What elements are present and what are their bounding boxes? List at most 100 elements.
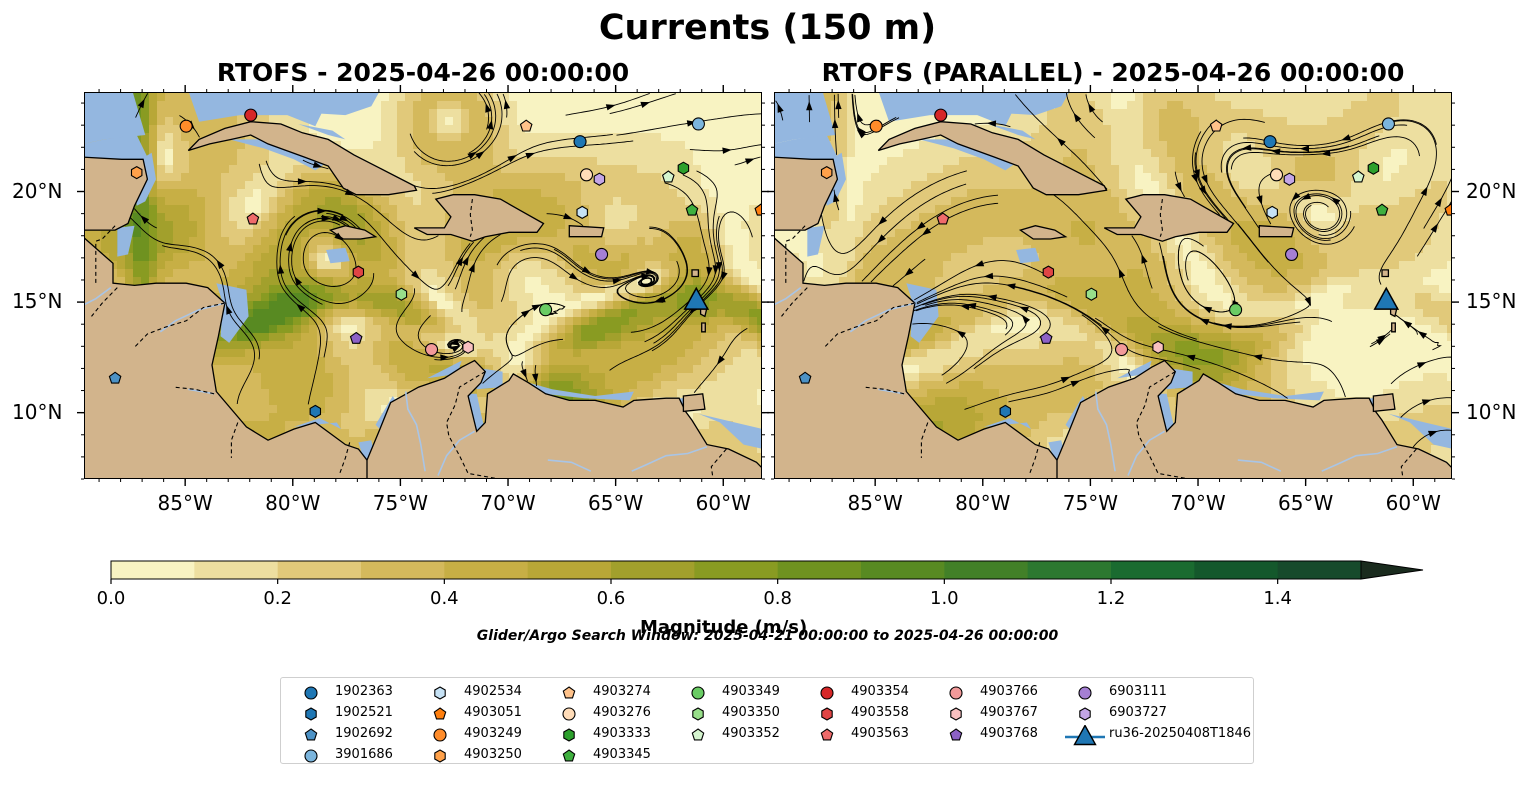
rtofs-marker-4903051	[754, 203, 761, 216]
colorbar-segment	[277, 561, 362, 579]
legend-item: 4903354	[807, 682, 935, 702]
legend-marker-6903727	[1079, 707, 1091, 721]
legend-label: 4903051	[464, 705, 522, 720]
legend-label: 4903563	[851, 726, 909, 741]
legend-marker-ru36-20250408T1846	[1073, 725, 1097, 746]
rtofs-marker-4903350	[395, 287, 408, 301]
legend-marker-4903345	[562, 749, 576, 762]
colorbar-tick-label: 0.2	[263, 588, 292, 609]
figure-title: Currents (150 m)	[598, 8, 937, 48]
x-tick-label: 75°W	[1062, 491, 1118, 515]
legend-item: 4903345	[549, 745, 677, 765]
legend-item: 4903766	[936, 682, 1064, 702]
legend-label: 6903727	[1109, 705, 1167, 720]
legend-item: 4903249	[420, 724, 548, 744]
colorbar-segment	[1277, 561, 1362, 579]
rtofs-parallel-marker-6903727	[1283, 172, 1296, 186]
legend-label: 3901686	[335, 747, 393, 762]
rtofs-parallel-streamlines	[775, 93, 1451, 448]
colorbar-segment	[1194, 561, 1279, 579]
rtofs-parallel-rivers	[775, 286, 1398, 476]
rtofs-parallel-marker-4903349	[1229, 303, 1243, 317]
rtofs-parallel-marker-4903766	[1114, 342, 1129, 357]
x-tick-label: 85°W	[157, 491, 213, 515]
rtofs-marker-6903727	[593, 172, 606, 186]
rtofs-borders	[91, 199, 727, 478]
rtofs-parallel-marker-1902363	[1263, 135, 1277, 149]
legend: 1902363 1902521 1902692 3901686 4902534 49030…	[280, 677, 1254, 764]
rtofs-parallel-marker-4903274	[1209, 119, 1223, 132]
rtofs-parallel-marker-4903051	[1444, 203, 1451, 216]
rtofs-parallel-marker-4903276	[1269, 168, 1284, 182]
legend-marker-6903111	[1078, 686, 1092, 700]
legend-marker-4903350	[692, 707, 704, 721]
legend-label: ru36-20250408T1846	[1109, 726, 1252, 741]
rtofs-marker-4903276	[579, 168, 594, 182]
x-tick-label: 80°W	[265, 491, 321, 515]
legend-label: 4903274	[593, 684, 651, 699]
legend-marker-4903563	[820, 728, 834, 741]
rtofs-parallel-marker-4903333	[1367, 161, 1380, 175]
rtofs-marker-1902363	[573, 135, 587, 149]
rtofs-marker-4903768	[349, 331, 363, 344]
rtofs-parallel-marker-6903111	[1285, 247, 1299, 261]
legend-marker-4903766	[949, 686, 963, 700]
rtofs-marker-4903249	[179, 119, 193, 133]
colorbar-segment	[694, 561, 779, 579]
colorbar-segment	[1111, 561, 1195, 579]
y-tick-label-right: 20°N	[1466, 178, 1517, 203]
colorbar-tick-label: 0.0	[96, 588, 126, 609]
legend-marker-4903274	[562, 686, 576, 699]
legend-marker-4903333	[563, 728, 575, 742]
rtofs-marker-4903767	[462, 340, 474, 354]
rtofs-parallel-marker-4903249	[869, 119, 883, 133]
legend-label: 1902521	[335, 705, 393, 720]
rtofs-marker-4903250	[130, 165, 143, 180]
colorbar-tick-label: 1.4	[1263, 588, 1292, 609]
legend-label: 6903111	[1109, 684, 1167, 699]
rtofs-marker-4903766	[424, 342, 439, 357]
rtofs-streamlines	[129, 93, 761, 405]
legend-item: 3901686	[291, 745, 419, 765]
y-tick-label-left: 20°N	[12, 178, 63, 203]
legend-marker-4902534	[434, 686, 446, 700]
y-tick-label-right: 15°N	[1466, 289, 1517, 314]
rtofs-parallel-marker-4903563	[936, 212, 950, 225]
legend-item: 6903111	[1065, 682, 1255, 702]
legend-item: 4903767	[936, 703, 1064, 723]
rtofs-marker-ru36-20250408T1846	[683, 286, 710, 310]
rtofs-parallel-marker-4903354	[934, 108, 948, 122]
legend-item: 4903768	[936, 724, 1064, 744]
legend-item: 1902363	[291, 682, 419, 702]
colorbar-segment	[361, 561, 445, 579]
colorbar-tick-label: 0.6	[596, 588, 626, 609]
x-tick-label: 70°W	[1170, 491, 1226, 515]
rtofs-parallel-borders	[781, 199, 1417, 478]
legend-label: 4903766	[980, 684, 1038, 699]
colorbar-segment	[1027, 561, 1112, 579]
legend-label: 4903249	[464, 726, 522, 741]
left-panel-title: RTOFS - 2025-04-26 00:00:00	[216, 58, 630, 87]
rtofs-parallel-marker-3901686	[1381, 117, 1395, 131]
rtofs-parallel-marker-4903352	[1351, 170, 1365, 183]
legend-label: 1902692	[335, 726, 393, 741]
colorbar-segment	[194, 561, 279, 579]
x-tick-label: 65°W	[588, 491, 644, 515]
rtofs-marker-6903111	[595, 247, 609, 261]
legend-item: ru36-20250408T1846	[1065, 724, 1255, 746]
colorbar-tick-label: 1.2	[1096, 588, 1126, 609]
colorbar	[110, 560, 1424, 584]
y-tick-label-left: 10°N	[12, 399, 63, 424]
legend-item: 4903051	[420, 703, 548, 723]
legend-marker-4903354	[820, 686, 834, 700]
rtofs-marker-1902521	[309, 404, 322, 419]
legend-label: 4903250	[464, 747, 522, 762]
legend-label: 4903345	[593, 747, 651, 762]
legend-item: 1902521	[291, 703, 419, 723]
colorbar-segment	[861, 561, 945, 579]
legend-item: 4903558	[807, 703, 935, 723]
rtofs-rivers	[85, 286, 708, 476]
rtofs-parallel-marker-4903350	[1085, 287, 1098, 301]
legend-marker-4903767	[950, 707, 962, 721]
x-tick-label: 70°W	[480, 491, 536, 515]
